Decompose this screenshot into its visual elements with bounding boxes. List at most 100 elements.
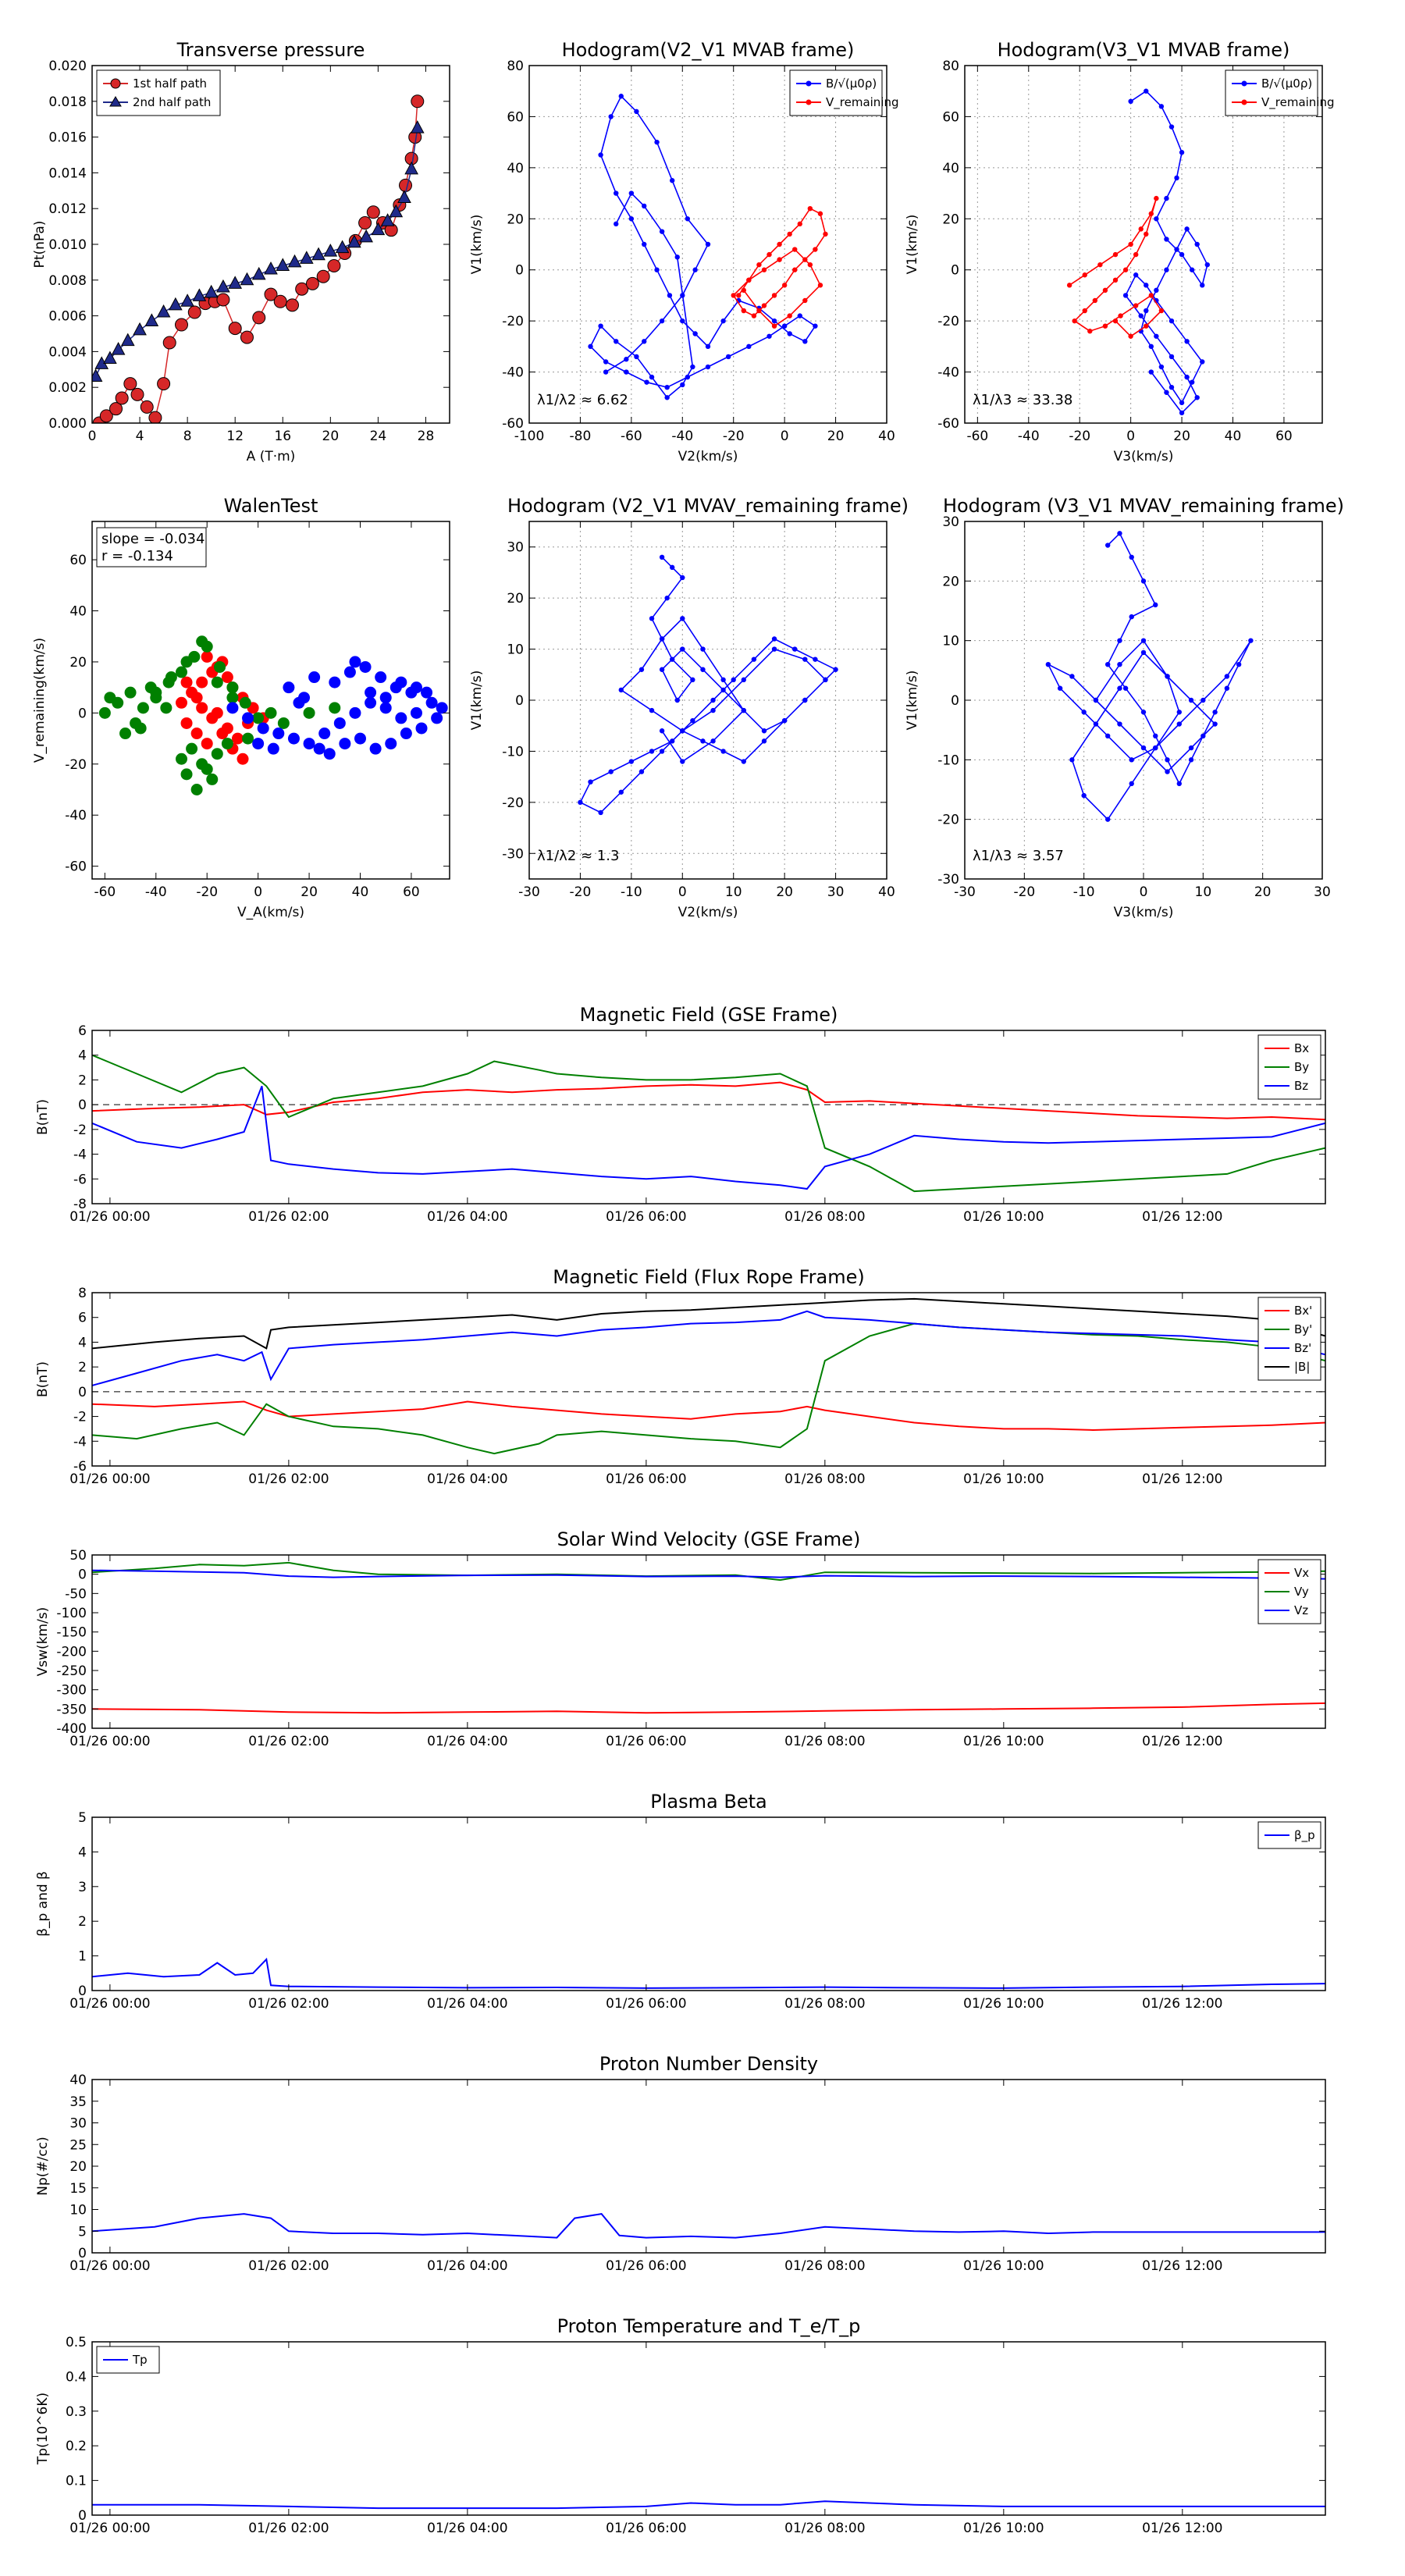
x-tick-label: 60 [403, 884, 420, 900]
data-point [316, 269, 330, 283]
data-point [1189, 267, 1195, 272]
data-point [137, 702, 149, 714]
data-point [1148, 211, 1154, 216]
legend: Bx By Bz [1257, 1034, 1321, 1100]
data-point [323, 244, 338, 257]
data-point [1154, 287, 1159, 294]
chart-title: Magnetic Field (Flux Rope Frame) [553, 1266, 864, 1288]
data-point [649, 374, 655, 380]
x-tick-label: 10 [1195, 884, 1212, 900]
y-tick-label: -30 [937, 872, 959, 888]
data-point [1158, 308, 1165, 314]
x-tick-label: 20 [301, 884, 318, 900]
data-point [180, 294, 194, 307]
legend: Tp [96, 2346, 160, 2374]
y-tick-label: 6 [78, 1023, 87, 1039]
data-point [196, 635, 208, 648]
chart-proton_density: 01/26 00:00 01/26 02:00 01/26 04:00 01/26 0… [35, 2053, 1326, 2274]
data-point [628, 759, 635, 764]
data-point [1164, 267, 1169, 272]
chart-mag_gse: 01/26 00:00 01/26 02:00 01/26 04:00 01/26 0… [35, 1004, 1326, 1225]
y-tick-label: -20 [937, 813, 959, 828]
data-point [1133, 272, 1139, 278]
data-point [771, 323, 777, 329]
legend-label: B/√(μ0ρ) [1261, 76, 1312, 91]
data-point [628, 190, 635, 196]
series-line-2 [92, 1310, 1325, 1386]
data-point [710, 697, 716, 703]
x-tick-label: 24 [370, 429, 387, 444]
data-point [680, 616, 685, 621]
x-tick-label: 16 [274, 429, 291, 444]
x-tick-label: -20 [723, 429, 745, 444]
chart-title: WalenTest [224, 495, 318, 517]
y-tick-label: 0 [78, 1098, 87, 1113]
y-tick-label: 0 [78, 1567, 87, 1583]
data-point [267, 742, 279, 755]
data-point [1069, 757, 1075, 763]
series-line-0 [98, 101, 418, 423]
annotation-eigen-ratio: λ1/λ2 ≈ 6.62 [537, 392, 628, 408]
data-point [421, 686, 433, 699]
legend-marker [806, 99, 812, 105]
y-tick-label: -350 [56, 1702, 87, 1717]
data-point [1148, 343, 1154, 350]
data-point [1129, 781, 1134, 787]
x-tick-label: 01/26 12:00 [1142, 2521, 1222, 2536]
chart-title: Proton Number Density [599, 2053, 818, 2075]
y-tick-label: 35 [69, 2094, 87, 2110]
y-tick-label: 0 [515, 263, 524, 279]
data-point [1176, 781, 1183, 787]
y-tick-label: 0.020 [48, 59, 87, 74]
chart-hodogram_v2_v1_mvab: -100 -80 -60 -40 -20 0 20 40 -60 -40 -20 0 20 40 60 80 H… [469, 39, 899, 464]
data-point [1165, 674, 1170, 679]
x-tick-label: 01/26 00:00 [69, 1471, 150, 1487]
plot-frame [91, 1816, 1326, 1991]
data-point [354, 732, 366, 745]
y-tick-label: 10 [69, 2203, 87, 2218]
data-point [725, 354, 731, 360]
chart-title: Hodogram (V3_V1 MVAV_remaining frame) [943, 495, 1344, 517]
y-tick-label: 40 [69, 604, 87, 620]
data-point [264, 261, 278, 275]
data-point [588, 343, 593, 350]
data-point [664, 395, 670, 400]
chart-title: Plasma Beta [650, 1791, 767, 1813]
data-point [792, 247, 798, 252]
data-point [741, 287, 746, 294]
data-point [365, 686, 377, 699]
data-point [397, 190, 411, 203]
y-tick-label: -4 [73, 1147, 87, 1163]
y-tick-label: 0.012 [48, 201, 87, 217]
y-tick-label: -20 [937, 314, 959, 329]
y-tick-label: 0.014 [48, 165, 87, 181]
y-tick-label: 0.008 [48, 273, 87, 289]
y-tick-label: 2 [78, 1360, 87, 1375]
data-point [1093, 721, 1099, 727]
data-point [299, 251, 314, 264]
data-point [813, 323, 818, 329]
data-point [176, 696, 187, 709]
legend: Bx' By' Bz' |B| [1257, 1297, 1321, 1381]
data-point [761, 303, 767, 308]
x-tick-label: 01/26 06:00 [606, 2258, 686, 2274]
data-point [685, 216, 691, 222]
x-tick-label: 01/26 04:00 [427, 1209, 507, 1225]
plot-area [1045, 531, 1254, 822]
data-point [242, 712, 254, 724]
x-tick-label: -60 [94, 884, 116, 900]
data-point [1093, 697, 1099, 703]
chart-hodogram_v2_v1_mvav: -30 -20 -10 0 10 20 30 40 -30 -20 -10 0 10 20 30 Hodogr… [469, 495, 909, 920]
legend-label: By' [1294, 1322, 1312, 1336]
data-point [251, 266, 266, 280]
data-point [265, 706, 277, 719]
data-point [272, 728, 285, 740]
data-point [644, 379, 649, 385]
data-point [624, 357, 629, 362]
y-tick-label: 60 [69, 553, 87, 568]
data-point [1154, 216, 1159, 222]
annotation-eigen-ratio: λ1/λ3 ≈ 3.57 [973, 848, 1064, 864]
data-point [1144, 308, 1149, 314]
data-point [1179, 251, 1185, 258]
data-point [123, 377, 137, 391]
